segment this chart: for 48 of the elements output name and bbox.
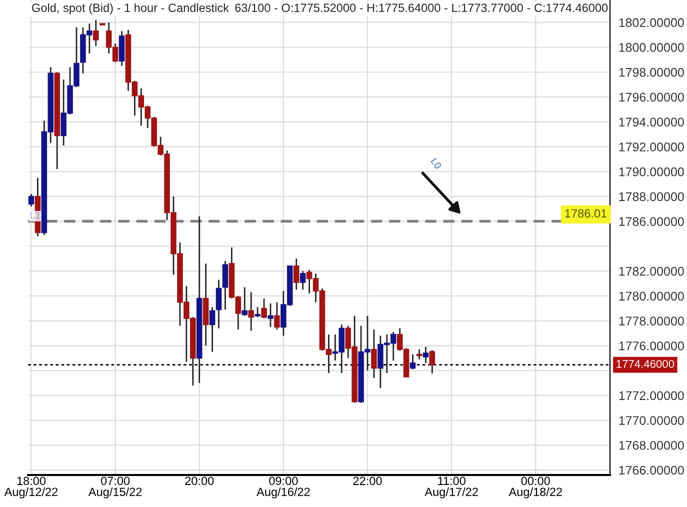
candlestick (209, 306, 216, 353)
candlestick (422, 346, 429, 364)
x-tick-label: 20:00 (185, 476, 214, 486)
candlestick (429, 349, 436, 374)
y-tick-label: 1790.00000 (619, 167, 684, 176)
ref-line-label: 1774.46000 (616, 360, 674, 368)
y-tick-label: 1778.00000 (619, 316, 684, 326)
candlestick (248, 292, 254, 332)
candlestick (300, 270, 306, 290)
y-tick-label: 1772.00000 (619, 391, 684, 400)
annotation: L0 (430, 158, 442, 170)
x-tick-label: 09:00 Aug/16/22 (256, 476, 310, 498)
candlestick (371, 328, 377, 379)
y-tick-label: 1786.00000 (619, 217, 684, 226)
candlestick (28, 193, 34, 208)
candlestick (261, 298, 267, 320)
chart-subtitle: 63/100 - O:1775.52000 - H:1775.64000 - L:1773.77000 - C:1774.46000 (235, 3, 608, 12)
ref-line-label: 1786.01 (565, 209, 607, 218)
y-tick-label: 1794.00000 (619, 118, 684, 127)
candlestick (410, 354, 416, 370)
x-tick-label: 07:00 Aug/15/22 (88, 476, 142, 498)
y-tick-label: 1768.00000 (619, 440, 684, 450)
x-tick-label: 22:00 (353, 476, 382, 486)
candlestick (268, 302, 274, 328)
y-tick-label: 1792.00000 (619, 142, 684, 152)
y-tick-label: 1802.00000 (619, 18, 684, 28)
y-tick-label: 1782.00000 (619, 266, 684, 276)
y-tick-label: 1796.00000 (619, 92, 684, 102)
candlestick (242, 286, 248, 317)
y-tick-label: 1776.00000 (619, 341, 684, 350)
candlestick (293, 258, 300, 290)
x-tick-label: 18:00 Aug/12/22 (4, 476, 58, 498)
annotation: L1 (30, 212, 40, 219)
y-tick-label: 1780.00000 (619, 292, 684, 301)
y-tick-label: 1766.00000 (619, 466, 684, 475)
candlestick (216, 279, 222, 329)
chart-title: Gold, spot (Bid) - 1 hour - Candlestick (32, 3, 230, 14)
x-tick-label: 00:00 Aug/18/22 (508, 476, 562, 498)
x-tick-label: 11:00 Aug/17/22 (424, 476, 478, 498)
y-tick-label: 1788.00000 (619, 192, 684, 202)
candlestick (222, 260, 228, 310)
candlestick (416, 348, 422, 360)
candlestick (274, 301, 280, 330)
y-tick-label: 1770.00000 (619, 416, 684, 425)
y-tick-label: 1800.00000 (619, 43, 684, 52)
candlestick (254, 306, 260, 318)
y-tick-label: 1798.00000 (619, 68, 684, 77)
candlestick (93, 19, 99, 47)
